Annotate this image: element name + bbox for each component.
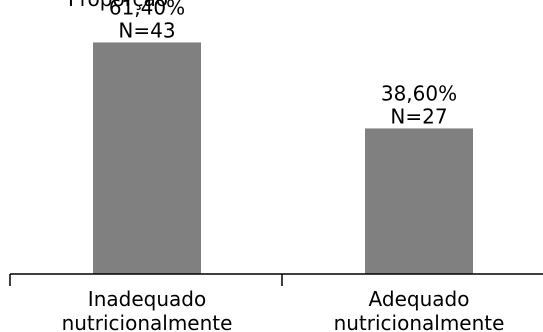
x-tick-label-2-line-1: Adequado	[369, 287, 470, 311]
chart-title: Proporção	[68, 0, 168, 11]
data-label-n-1: N=43	[118, 18, 175, 42]
data-label-percent-1: 61,40%	[109, 0, 185, 19]
bar-1	[93, 42, 201, 275]
data-label-percent-2: 38,60%	[381, 81, 457, 105]
bars-group	[93, 42, 473, 275]
data-label-n-2: N=27	[390, 104, 447, 128]
x-tick-label-2-line-2: nutricionalmente	[334, 311, 505, 332]
x-tick-label-1-line-2: nutricionalmente	[62, 311, 233, 332]
labels-group: 61,40%N=43 38,60%N=27	[109, 0, 457, 128]
x-tick-label-1-line-1: Inadequado	[88, 287, 206, 311]
category-labels-group: InadequadonutricionalmenteAdequadonutric…	[62, 287, 505, 332]
bar-2	[365, 128, 473, 274]
